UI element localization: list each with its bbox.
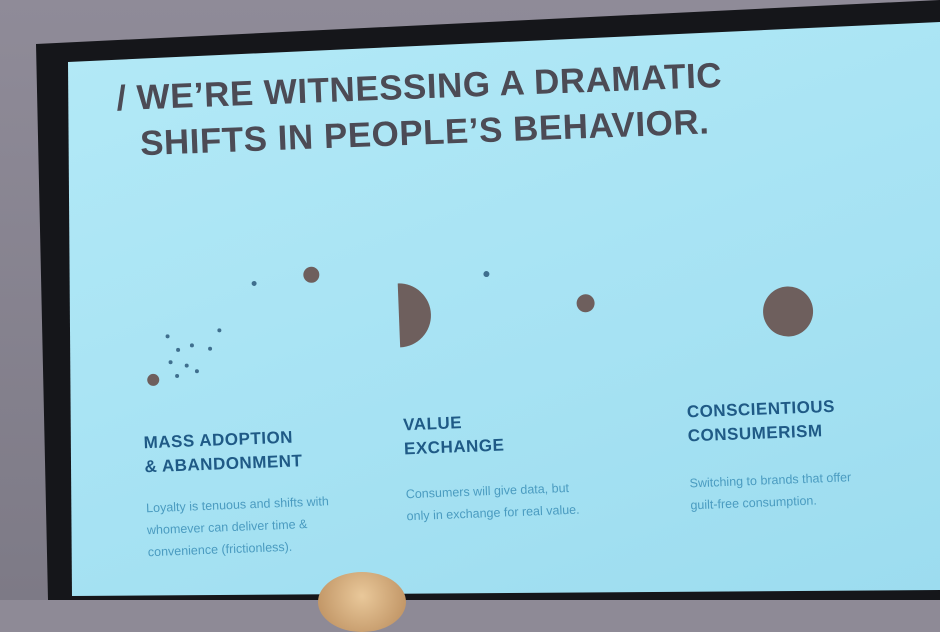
column-heading-value-exchange: VALUE EXCHANGE	[402, 413, 505, 459]
dot	[251, 280, 257, 287]
dot	[576, 293, 595, 313]
dot	[189, 343, 195, 348]
half-circle-shape	[397, 282, 433, 348]
column-heading-conscientious-consumerism: CONSCIENTIOUS CONSUMERISM	[686, 396, 836, 446]
dot	[483, 270, 490, 278]
column-body-value-exchange: Consumers will give data, but only in ex…	[405, 481, 580, 524]
audience-member-head	[318, 572, 406, 632]
conscientious-circle	[762, 285, 815, 338]
column-body-conscientious-consumerism: Switching to brands that offer guilt-fre…	[689, 470, 852, 513]
slide-title: / WE’RE WITNESSING A DRAMATIC SHIFTS IN P…	[116, 53, 725, 168]
dot	[208, 346, 213, 351]
dot	[175, 373, 180, 379]
dot	[168, 360, 173, 365]
title-slash: /	[115, 78, 128, 119]
presentation-slide: / WE’RE WITNESSING A DRAMATIC SHIFTS IN P…	[68, 22, 940, 596]
dot	[217, 328, 222, 333]
column-body-mass-adoption: Loyalty is tenuous and shifts with whome…	[145, 494, 330, 560]
dot	[147, 373, 160, 387]
dot	[165, 334, 170, 339]
column-heading-mass-adoption: MASS ADOPTION & ABANDONMENT	[143, 427, 303, 477]
dot	[194, 369, 200, 374]
dot	[303, 266, 320, 284]
slide-content: / WE’RE WITNESSING A DRAMATIC SHIFTS IN P…	[116, 53, 852, 560]
dot	[184, 363, 189, 368]
dot	[176, 347, 181, 352]
